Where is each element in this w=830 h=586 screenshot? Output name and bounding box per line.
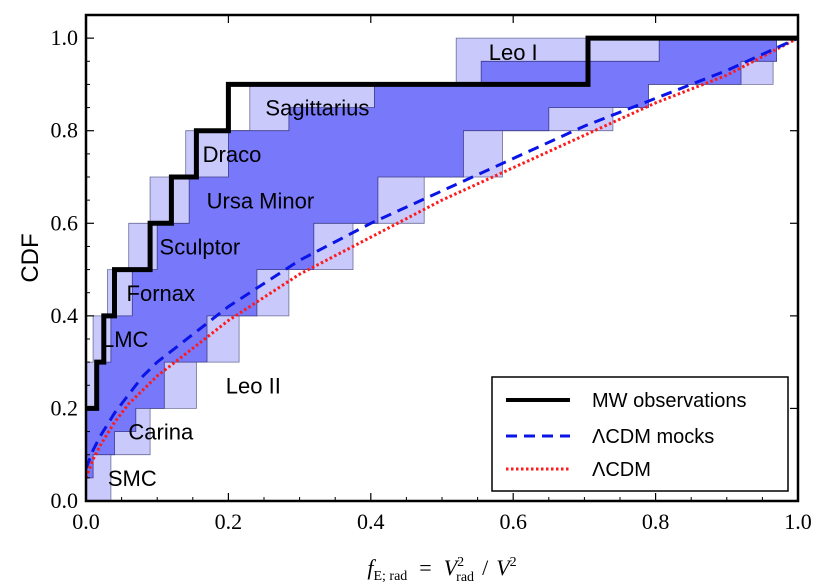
galaxy-label: Sagittarius xyxy=(265,96,369,121)
legend-label-mocks: ΛCDM mocks xyxy=(592,426,714,448)
x-axis-label: fE; rad = V2 rad / V2 xyxy=(367,555,516,585)
y-tick-label: 0.0 xyxy=(51,488,79,513)
lcdm-mocks-curve xyxy=(86,36,798,470)
galaxy-label: Fornax xyxy=(127,281,195,306)
x-tick-label: 1.0 xyxy=(784,509,812,534)
x-tick-label: 0.6 xyxy=(499,509,527,534)
legend-label-observations: MW observations xyxy=(592,390,747,412)
x-tick-label: 0.2 xyxy=(215,509,243,534)
lcdm-curve xyxy=(86,36,798,479)
plot-frame xyxy=(84,13,800,503)
galaxy-label: Leo I xyxy=(489,40,538,65)
galaxy-label: Ursa Minor xyxy=(207,188,315,213)
galaxy-label: SMC xyxy=(108,466,157,491)
legend-label-lcdm: ΛCDM xyxy=(592,459,651,481)
galaxy-label: Sculptor xyxy=(160,235,241,260)
legend: MW observations ΛCDM mocks ΛCDM xyxy=(491,376,789,492)
y-tick-label: 0.8 xyxy=(51,118,79,143)
observations-layer xyxy=(86,35,798,411)
x-tick-label: 0.4 xyxy=(357,509,385,534)
galaxy-label: Carina xyxy=(128,420,194,445)
x-tick-label: 0.8 xyxy=(642,509,670,534)
legend-box xyxy=(491,376,789,492)
y-tick-label: 1.0 xyxy=(51,25,79,50)
cdf-curves xyxy=(86,36,798,479)
galaxy-label: Draco xyxy=(203,142,262,167)
y-tick-label: 0.4 xyxy=(51,303,79,328)
y-tick-label: 0.6 xyxy=(51,210,79,235)
galaxy-label: LMC xyxy=(102,327,149,352)
y-axis-label: CDF xyxy=(17,233,44,282)
x-tick-label: 0.0 xyxy=(72,509,100,534)
galaxy-label: Leo II xyxy=(226,373,281,398)
axis-ticks: 0.0 0.2 0.4 0.6 0.8 1.0 0.0 0.2 0.4 0.6 0.8 1.0 xyxy=(51,15,812,534)
mw-observations-line xyxy=(86,35,798,411)
y-tick-label: 0.2 xyxy=(51,395,79,420)
